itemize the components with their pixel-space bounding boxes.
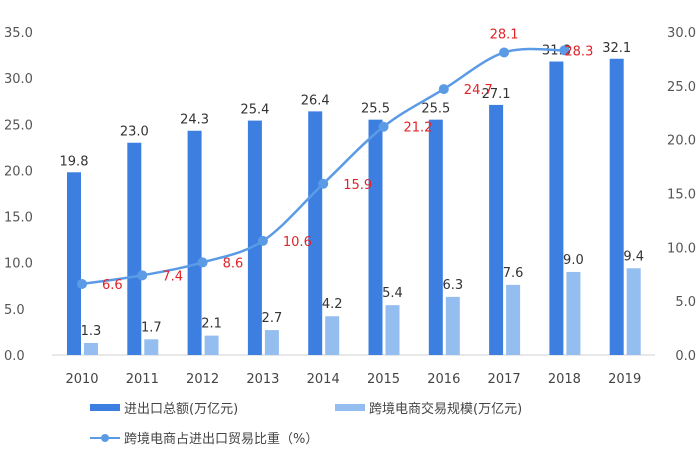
bar-total-label: 27.1	[482, 87, 511, 102]
y-left-tick-label: 30.0	[4, 72, 33, 87]
bar-total-label: 24.3	[180, 113, 209, 128]
x-tick-label: 2019	[608, 372, 641, 387]
bar-total-label: 26.4	[301, 93, 330, 108]
bar-total	[368, 119, 383, 356]
bar-total	[428, 119, 443, 356]
share-label: 28.1	[490, 27, 519, 42]
y-left-tick-label: 15.0	[4, 211, 33, 226]
bar-ecommerce-label: 7.6	[503, 266, 524, 281]
x-tick-label: 2011	[126, 372, 159, 387]
y-right-tick-label: 0.0	[675, 349, 696, 364]
legend-swatch	[90, 404, 120, 411]
legend-item-share: 跨境电商占进出口贸易比重（%）	[90, 428, 318, 447]
y-right-tick-label: 15.0	[667, 188, 696, 203]
share-label: 10.6	[283, 235, 312, 250]
x-tick-label: 2018	[548, 372, 581, 387]
y-left-tick-label: 0.0	[4, 349, 25, 364]
bar-ecommerce	[506, 284, 521, 355]
bar-total	[127, 142, 142, 355]
bar-total	[67, 172, 81, 355]
share-point	[499, 47, 510, 58]
bar-total	[549, 61, 564, 355]
bar-total-label: 25.5	[361, 102, 390, 117]
bar-total	[247, 120, 262, 355]
share-point	[257, 235, 268, 246]
legend-label: 进出口总额(万亿元)	[124, 402, 239, 417]
y-right-tick-label: 10.0	[667, 241, 696, 256]
x-tick-label: 2010	[65, 372, 98, 387]
share-point	[77, 278, 87, 289]
legend-line-marker	[90, 433, 120, 442]
bar-ecommerce	[626, 268, 641, 355]
bar-total-label: 25.4	[240, 103, 269, 118]
share-label: 6.6	[102, 278, 123, 293]
bar-total-label: 32.1	[602, 41, 631, 56]
y-right-tick-label: 25.0	[667, 80, 696, 95]
bar-total	[187, 130, 202, 355]
bar-ecommerce-label: 2.7	[262, 311, 283, 326]
bar-total-label: 23.0	[120, 125, 149, 140]
bar-total-label: 25.5	[421, 102, 450, 117]
bar-ecommerce	[325, 316, 340, 355]
x-tick-label: 2015	[367, 372, 400, 387]
bar-ecommerce-label: 6.3	[442, 278, 463, 293]
legend-item-ecommerce: 跨境电商交易规模(万亿元)	[335, 398, 522, 417]
bar-ecommerce	[385, 305, 400, 355]
x-tick-label: 2013	[246, 372, 279, 387]
chart-plot: 0.0 5.0 10.0 15.0 20.0 25.0 30.0 35.0 0.0 5.0 10.0…	[4, 26, 696, 387]
bar-ecommerce-label: 2.1	[201, 317, 222, 332]
legend-label: 跨境电商占进出口贸易比重（%）	[124, 432, 319, 447]
bar-total-label: 19.8	[60, 154, 89, 169]
y-left-tick-label: 10.0	[4, 257, 33, 272]
bar-ecommerce-label: 5.4	[382, 286, 403, 301]
bar-ecommerce	[204, 335, 219, 355]
bar-ecommerce	[566, 271, 581, 355]
legend-item-total: 进出口总额(万亿元)	[90, 398, 238, 417]
x-tick-label: 2012	[186, 372, 219, 387]
bar-ecommerce-label: 4.2	[322, 297, 343, 312]
bar-ecommerce	[84, 343, 98, 355]
share-point	[438, 84, 449, 95]
share-label: 21.2	[404, 121, 433, 136]
x-tick-label: 2014	[307, 372, 340, 387]
share-point	[559, 45, 570, 56]
y-left-tick-label: 25.0	[4, 118, 33, 133]
bar-ecommerce-label: 1.7	[141, 320, 162, 335]
bar-total	[489, 104, 504, 355]
bar-ecommerce-label: 9.0	[563, 253, 584, 268]
bar-ecommerce-label: 1.3	[81, 324, 102, 339]
legend-swatch	[335, 404, 365, 411]
share-label: 7.4	[162, 269, 183, 284]
bar-ecommerce-label: 9.4	[623, 249, 644, 264]
share-label: 8.6	[223, 256, 244, 271]
y-left-tick-label: 35.0	[4, 26, 33, 41]
share-label: 15.9	[343, 178, 372, 193]
share-label: 28.3	[564, 44, 593, 59]
bar-ecommerce	[144, 339, 159, 355]
y-right-tick-label: 30.0	[667, 26, 696, 41]
bar-total	[609, 58, 624, 356]
bar-ecommerce	[445, 296, 460, 355]
legend-label: 跨境电商交易规模(万亿元)	[369, 402, 523, 417]
x-tick-label: 2016	[427, 372, 460, 387]
share-point	[378, 121, 389, 132]
y-right-tick-label: 20.0	[667, 134, 696, 149]
y-left-tick-label: 5.0	[4, 303, 25, 318]
share-label: 24.7	[464, 83, 493, 98]
bar-ecommerce	[264, 330, 279, 355]
share-point	[197, 257, 208, 268]
share-point	[318, 178, 329, 189]
y-right-tick-label: 5.0	[675, 295, 696, 310]
share-point	[137, 270, 148, 281]
bar-total	[308, 111, 323, 355]
x-tick-label: 2017	[488, 372, 521, 387]
y-left-tick-label: 20.0	[4, 164, 33, 179]
